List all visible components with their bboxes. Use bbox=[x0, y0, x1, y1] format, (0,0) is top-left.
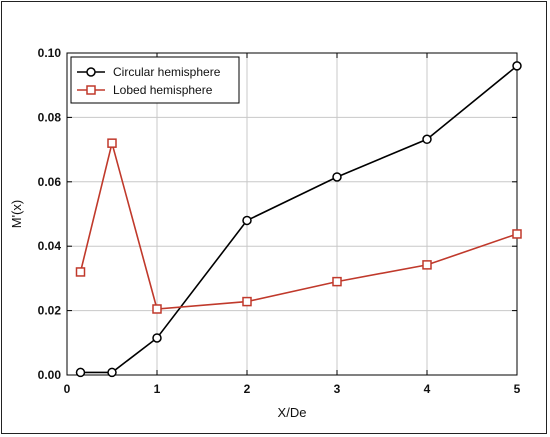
x-tick-label: 0 bbox=[64, 382, 71, 396]
data-point bbox=[332, 276, 342, 287]
legend-box bbox=[70, 56, 240, 104]
x-tick-label: 4 bbox=[424, 382, 431, 396]
data-point bbox=[152, 304, 162, 314]
y-tick-label: 0.02 bbox=[38, 304, 62, 318]
legend-marker-lobed-hemisphere bbox=[86, 85, 96, 95]
x-tick-label: 3 bbox=[334, 382, 341, 396]
x-tick-label: 1 bbox=[154, 382, 161, 396]
data-point bbox=[75, 367, 86, 378]
y-tick-label: 0.06 bbox=[38, 175, 62, 189]
x-axis-label: X/De bbox=[278, 405, 307, 420]
data-point bbox=[422, 134, 432, 145]
x-tick-label: 5 bbox=[514, 382, 521, 396]
legend: Circular hemisphere Lobed hemisphere bbox=[70, 56, 240, 104]
data-point bbox=[107, 138, 117, 148]
x-tick-label: 2 bbox=[244, 382, 251, 396]
plot-area bbox=[66, 52, 518, 376]
legend-label-lobed-hemisphere: Lobed hemisphere bbox=[113, 83, 213, 97]
data-point bbox=[422, 260, 432, 270]
data-point bbox=[75, 267, 86, 277]
legend-label-circular-hemisphere: Circular hemisphere bbox=[113, 65, 221, 79]
data-point bbox=[242, 215, 252, 226]
data-point bbox=[107, 367, 117, 378]
series-circular-hemisphere bbox=[75, 61, 522, 378]
y-tick-label: 0.00 bbox=[38, 368, 62, 382]
series-line bbox=[79, 142, 518, 310]
legend-marker-circular-hemisphere bbox=[86, 67, 96, 77]
series-line bbox=[80, 65, 518, 374]
grid bbox=[67, 53, 517, 375]
data-point bbox=[512, 61, 522, 71]
series-layer bbox=[75, 61, 522, 378]
y-axis-label: M'(x) bbox=[9, 200, 24, 228]
data-point bbox=[242, 296, 252, 307]
y-tick-label: 0.10 bbox=[38, 46, 62, 60]
axis-ticks: 0 1 2 3 4 5 0.00 0.02 0.04 0.06 0.08 0.10 bbox=[38, 46, 521, 396]
data-point bbox=[152, 333, 162, 343]
data-point bbox=[332, 172, 342, 182]
data-point bbox=[512, 229, 522, 239]
y-tick-label: 0.04 bbox=[38, 239, 62, 253]
series-lobed-hemisphere bbox=[75, 138, 522, 314]
y-tick-label: 0.08 bbox=[38, 110, 62, 124]
